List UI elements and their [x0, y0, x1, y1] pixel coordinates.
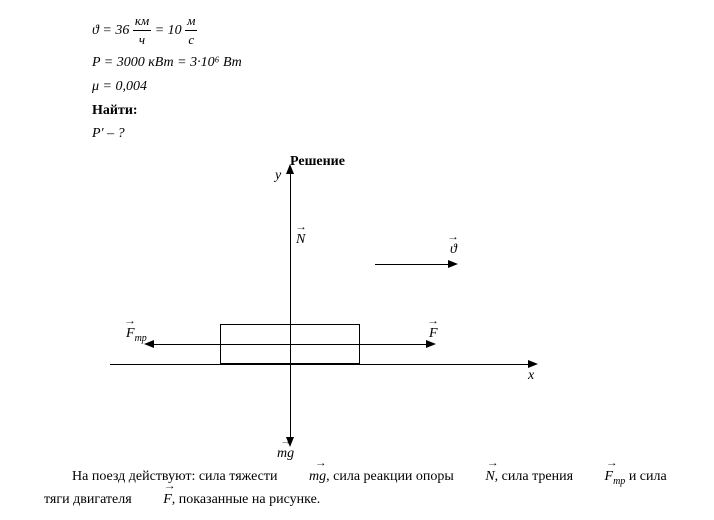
vec-ftr: F [577, 466, 614, 487]
ftr-label: Fтр [126, 326, 147, 344]
vec-f: F [135, 489, 172, 510]
equation-power: P = 3000 кВт = 3·10⁶ Вт [92, 53, 714, 73]
find-label: Найти: [92, 101, 714, 121]
force-axis-line [152, 344, 428, 345]
velocity-line [375, 264, 450, 265]
y-axis [290, 169, 291, 444]
n-label: N [296, 232, 305, 248]
f-label: F [429, 326, 438, 342]
equation-velocity: ϑ = 36 км ч = 10 м с [92, 12, 714, 49]
frac-km-h: км ч [133, 12, 151, 49]
y-axis-arrow [286, 164, 294, 174]
x-label: x [528, 368, 534, 384]
solution-title: Решение [290, 154, 345, 170]
find-var: P′ – ? [92, 124, 714, 144]
equation-mu: μ = 0,004 [92, 77, 714, 97]
eq1-mid: = 10 [155, 23, 182, 38]
frac-m-s: м с [185, 12, 197, 49]
force-diagram: Решение y x N ϑ Fтр F mg [50, 154, 550, 454]
y-label: y [275, 168, 281, 184]
velocity-arrow [448, 260, 458, 268]
vec-mg: mg [281, 466, 326, 487]
description-text: На поезд действуют: сила тяжести mg, сил… [44, 466, 684, 510]
eq1-lhs: ϑ = 36 [92, 23, 129, 38]
x-axis [110, 364, 530, 365]
vec-n: N [457, 466, 494, 487]
velocity-label: ϑ [450, 242, 457, 258]
x-axis-arrow [528, 360, 538, 368]
